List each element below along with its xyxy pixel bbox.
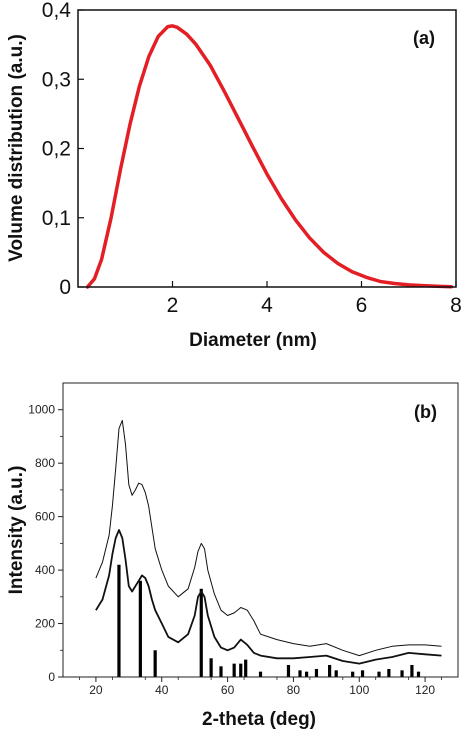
panel-a-distribution-line	[85, 24, 454, 289]
panel-b-reference-peak	[328, 664, 332, 677]
panel-a-x-tick-label: 8	[450, 294, 462, 317]
panel-b-reference-peak	[286, 664, 291, 677]
panel-b-reference-peak	[232, 663, 236, 677]
panel-a-y-axis-label: Volume distribution (a.u.)	[6, 34, 27, 262]
panel-b-pattern-lower	[95, 529, 442, 665]
panel-a: 2 4 6 8 0 0,1 0,2 0,3 0,4 (a) Diameter (nm) Volu…	[6, 0, 462, 351]
panel-b-x-tick-label: 60	[221, 683, 235, 697]
panel-a-frame	[77, 9, 457, 288]
panel-a-y-tick-label: 0,2	[42, 138, 71, 161]
panel-a-x-tick-label: 6	[356, 294, 368, 317]
panel-a-x-tick-label: 2	[167, 294, 179, 317]
panel-b-y-tick-label: 1000	[28, 403, 55, 417]
panel-b-reference-peak	[298, 670, 302, 677]
panel-b: 20 40 60 80 100 120 0 200 400 600 800 1000 (b) 2-th…	[6, 382, 459, 730]
panel-b-y-axis-label: Intensity (a.u.)	[6, 466, 27, 595]
panel-b-label: (b)	[414, 402, 437, 422]
panel-b-reference-peak	[153, 650, 157, 677]
panel-b-reference-peak	[410, 664, 414, 677]
panel-b-reference-peak	[351, 671, 355, 677]
panel-a-y-tick-label: 0	[59, 276, 71, 299]
panel-a-x-axis-label: Diameter (nm)	[189, 330, 317, 351]
panel-b-y-tick-label: 400	[35, 563, 55, 577]
panel-b-x-tick-label: 120	[415, 683, 435, 697]
panel-b-reference-peak	[416, 671, 421, 677]
panel-a-y-tick-label: 0,4	[42, 0, 72, 22]
panel-a-ticks: 2 4 6 8 0 0,1 0,2 0,3 0,4	[42, 0, 462, 317]
panel-b-reference-peak	[219, 666, 223, 677]
panel-b-y-tick-label: 0	[48, 670, 55, 684]
panel-b-reference-peak	[377, 671, 381, 677]
panel-b-reference-peak	[314, 668, 319, 677]
panel-a-y-tick-label: 0,3	[42, 68, 71, 91]
panel-a-x-tick-label: 4	[261, 294, 273, 317]
panel-b-ticks: 20 40 60 80 100 120 0 200 400 600 800 1000	[28, 403, 442, 697]
panel-b-x-tick-label: 100	[349, 683, 369, 697]
panel-b-x-tick-label: 80	[287, 683, 301, 697]
panel-b-x-axis-label: 2-theta (deg)	[202, 709, 316, 730]
panel-b-reference-peak	[244, 659, 248, 677]
panel-b-y-tick-label: 600	[35, 510, 55, 524]
panel-a-plot-area	[85, 24, 454, 289]
panel-b-plot-area	[95, 419, 442, 677]
panel-b-frame	[62, 382, 459, 678]
panel-b-reference-peak	[334, 670, 338, 677]
panel-b-reference-peak	[304, 671, 309, 677]
panel-b-y-tick-label: 800	[35, 456, 55, 470]
panel-b-reference-peak	[360, 670, 365, 677]
panel-b-reference-peak	[239, 663, 243, 677]
panel-b-reference-peak	[209, 658, 213, 677]
panel-b-y-tick-label: 200	[35, 617, 55, 631]
panel-b-x-tick-label: 20	[89, 683, 103, 697]
panel-b-reference-peak	[400, 670, 404, 677]
panel-a-label: (a)	[413, 28, 435, 48]
panel-b-reference-peak	[117, 564, 121, 677]
panel-b-reference-peak	[199, 588, 203, 677]
panel-a-y-tick-label: 0,1	[42, 207, 71, 230]
panel-b-x-tick-label: 40	[155, 683, 169, 697]
panel-b-reference-peak	[138, 580, 142, 677]
panel-b-reference-peak	[387, 668, 391, 677]
panel-b-reference-peak	[258, 671, 263, 677]
panel-b-pattern-upper	[95, 419, 442, 657]
